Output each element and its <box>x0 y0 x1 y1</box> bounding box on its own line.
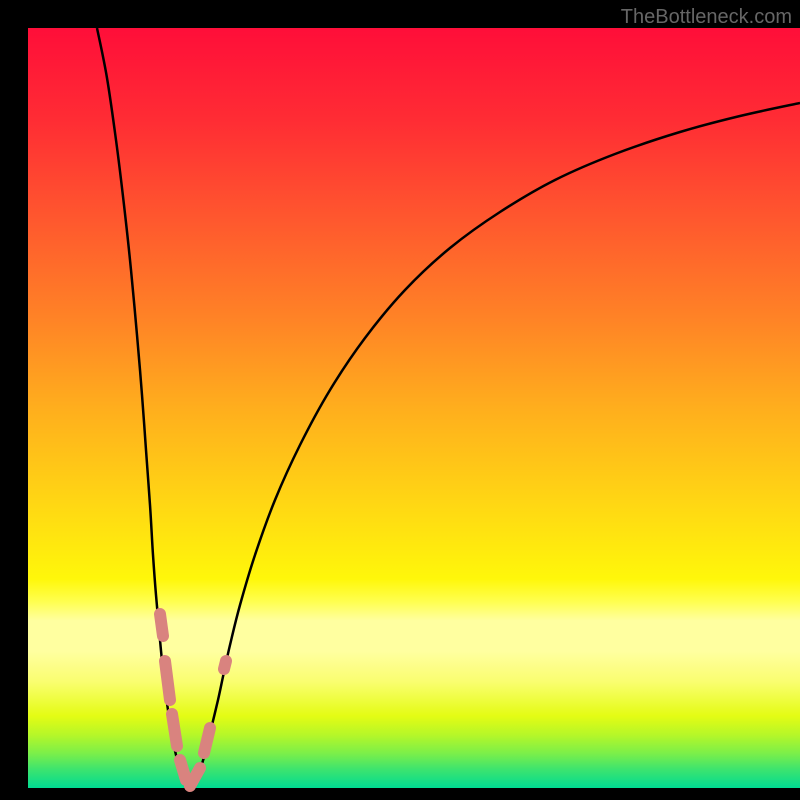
marker-segment <box>224 661 226 669</box>
marker-segment <box>160 614 163 636</box>
watermark-text: TheBottleneck.com <box>621 6 792 29</box>
marker-segment <box>204 728 210 753</box>
marker-segment <box>165 661 170 700</box>
chart-canvas <box>0 0 800 800</box>
marker-segment <box>180 760 186 780</box>
marker-segment <box>172 714 177 746</box>
